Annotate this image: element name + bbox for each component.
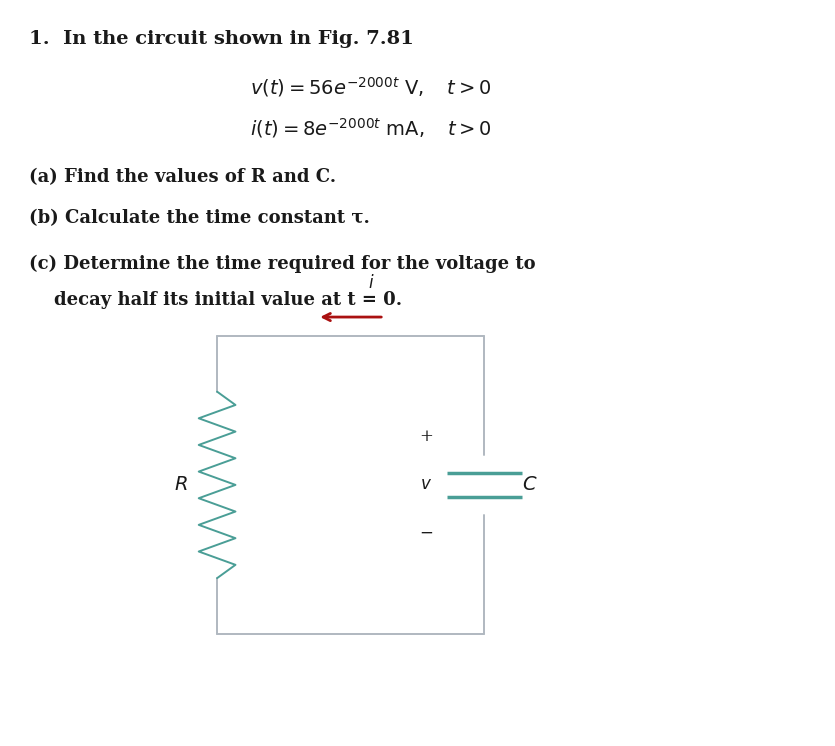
Text: $i(t) = 8e^{-2000t}\ \mathrm{mA},\quad t>0$: $i(t) = 8e^{-2000t}\ \mathrm{mA},\quad t… (250, 116, 493, 140)
Text: (c) Determine the time required for the voltage to: (c) Determine the time required for the … (29, 255, 536, 273)
Text: (b) Calculate the time constant τ.: (b) Calculate the time constant τ. (29, 209, 370, 227)
Text: $v(t) = 56e^{-2000t}\ \mathrm{V},\quad t>0$: $v(t) = 56e^{-2000t}\ \mathrm{V},\quad t… (250, 75, 492, 98)
Text: 1.  In the circuit shown in Fig. 7.81: 1. In the circuit shown in Fig. 7.81 (29, 30, 414, 48)
Text: $C$: $C$ (522, 476, 538, 494)
Text: −: − (419, 525, 433, 542)
Text: decay half its initial value at t = 0.: decay half its initial value at t = 0. (29, 291, 402, 309)
Text: (a) Find the values of R and C.: (a) Find the values of R and C. (29, 168, 337, 186)
Text: $i$: $i$ (368, 275, 375, 292)
Text: $R$: $R$ (175, 476, 188, 494)
Text: $v$: $v$ (420, 477, 432, 493)
Text: +: + (419, 428, 433, 445)
